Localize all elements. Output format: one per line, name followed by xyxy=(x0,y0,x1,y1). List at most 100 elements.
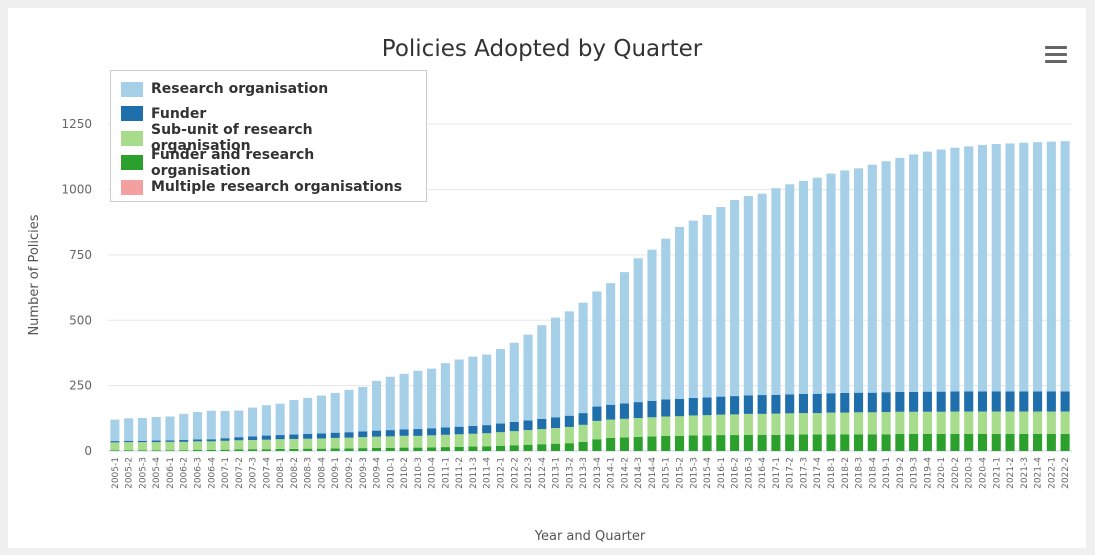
bar-segment[interactable] xyxy=(454,434,464,447)
bar-segment[interactable] xyxy=(633,436,643,451)
bar-segment[interactable] xyxy=(950,391,960,412)
bar-segment[interactable] xyxy=(124,440,134,443)
bar-segment[interactable] xyxy=(261,439,271,450)
bar-segment[interactable] xyxy=(950,411,960,435)
bar-segment[interactable] xyxy=(730,435,740,451)
bar-segment[interactable] xyxy=(372,430,382,437)
bar-segment[interactable] xyxy=(192,449,203,451)
bar-segment[interactable] xyxy=(785,184,795,395)
bar-segment[interactable] xyxy=(922,391,932,412)
bar-segment[interactable] xyxy=(619,418,629,438)
bar-segment[interactable] xyxy=(385,436,395,448)
bar-segment[interactable] xyxy=(523,430,533,445)
bar-segment[interactable] xyxy=(1033,434,1043,451)
bar-segment[interactable] xyxy=(743,434,753,451)
bar-segment[interactable] xyxy=(743,413,753,435)
bar-segment[interactable] xyxy=(881,392,891,413)
bar-segment[interactable] xyxy=(785,394,795,414)
bar-segment[interactable] xyxy=(619,403,629,419)
bar-segment[interactable] xyxy=(1046,411,1056,435)
bar-segment[interactable] xyxy=(413,447,423,451)
bar-segment[interactable] xyxy=(385,376,395,431)
bar-segment[interactable] xyxy=(316,438,326,449)
legend-item-multiple-research-organisations[interactable]: Multiple research organisations xyxy=(121,175,416,200)
bar-segment[interactable] xyxy=(661,238,671,400)
bar-segment[interactable] xyxy=(977,411,988,435)
bar-segment[interactable] xyxy=(413,370,423,430)
bar-segment[interactable] xyxy=(495,423,506,433)
bar-segment[interactable] xyxy=(922,434,932,451)
bar-segment[interactable] xyxy=(964,434,974,451)
bar-segment[interactable] xyxy=(688,435,698,451)
bar-segment[interactable] xyxy=(523,334,533,421)
bar-segment[interactable] xyxy=(909,411,919,435)
bar-segment[interactable] xyxy=(137,418,147,441)
bar-segment[interactable] xyxy=(771,434,781,451)
bar-segment[interactable] xyxy=(991,434,1001,451)
bar-segment[interactable] xyxy=(991,411,1001,435)
bar-segment[interactable] xyxy=(399,373,409,430)
bar-segment[interactable] xyxy=(330,448,340,451)
bar-segment[interactable] xyxy=(936,391,946,412)
bar-segment[interactable] xyxy=(619,437,629,451)
bar-segment[interactable] xyxy=(909,154,919,392)
bar-segment[interactable] xyxy=(220,440,230,450)
bar-segment[interactable] xyxy=(840,392,850,413)
bar-segment[interactable] xyxy=(537,444,547,451)
bar-segment[interactable] xyxy=(633,258,643,403)
bar-segment[interactable] xyxy=(289,400,299,435)
bar-segment[interactable] xyxy=(771,413,781,435)
bar-segment[interactable] xyxy=(192,439,203,442)
bar-segment[interactable] xyxy=(165,440,175,442)
bar-segment[interactable] xyxy=(950,434,960,451)
bar-segment[interactable] xyxy=(179,413,189,441)
bar-segment[interactable] xyxy=(619,272,629,404)
bar-segment[interactable] xyxy=(647,400,657,418)
bar-segment[interactable] xyxy=(537,429,547,445)
bar-segment[interactable] xyxy=(303,397,313,434)
bar-segment[interactable] xyxy=(1033,142,1043,392)
bar-segment[interactable] xyxy=(826,173,836,394)
bar-segment[interactable] xyxy=(372,447,382,451)
bar-segment[interactable] xyxy=(771,394,781,414)
bar-segment[interactable] xyxy=(798,394,808,414)
bar-segment[interactable] xyxy=(592,406,602,421)
bar-segment[interactable] xyxy=(316,433,326,439)
bar-segment[interactable] xyxy=(248,407,258,437)
bar-segment[interactable] xyxy=(564,415,574,427)
bar-segment[interactable] xyxy=(743,395,753,414)
bar-segment[interactable] xyxy=(881,161,891,393)
bar-segment[interactable] xyxy=(1060,434,1070,451)
bar-segment[interactable] xyxy=(399,435,409,448)
bar-segment[interactable] xyxy=(1046,391,1056,412)
bar-segment[interactable] xyxy=(1005,391,1015,412)
bar-segment[interactable] xyxy=(867,412,877,435)
bar-segment[interactable] xyxy=(358,386,368,432)
legend-item-research-organisation[interactable]: Research organisation xyxy=(121,77,416,102)
bar-segment[interactable] xyxy=(165,450,175,451)
bar-segment[interactable] xyxy=(220,449,230,451)
bar-segment[interactable] xyxy=(399,429,409,436)
bar-segment[interactable] xyxy=(151,450,161,451)
bar-segment[interactable] xyxy=(674,416,685,436)
bar-segment[interactable] xyxy=(206,449,216,451)
bar-segment[interactable] xyxy=(344,432,354,438)
bar-segment[interactable] xyxy=(1019,142,1029,392)
bar-segment[interactable] xyxy=(427,428,437,436)
bar-segment[interactable] xyxy=(192,441,203,450)
bar-segment[interactable] xyxy=(523,420,533,431)
bar-segment[interactable] xyxy=(895,434,905,451)
bar-segment[interactable] xyxy=(1060,391,1070,412)
bar-segment[interactable] xyxy=(509,421,519,432)
bar-segment[interactable] xyxy=(633,418,643,437)
bar-segment[interactable] xyxy=(840,434,850,451)
bar-segment[interactable] xyxy=(716,414,726,436)
bar-segment[interactable] xyxy=(234,410,244,438)
bar-segment[interactable] xyxy=(1005,143,1015,392)
bar-segment[interactable] xyxy=(757,193,767,396)
bar-segment[interactable] xyxy=(151,442,161,451)
bar-segment[interactable] xyxy=(964,411,974,435)
bar-segment[interactable] xyxy=(330,392,340,433)
bar-segment[interactable] xyxy=(702,435,712,451)
bar-segment[interactable] xyxy=(730,199,740,397)
